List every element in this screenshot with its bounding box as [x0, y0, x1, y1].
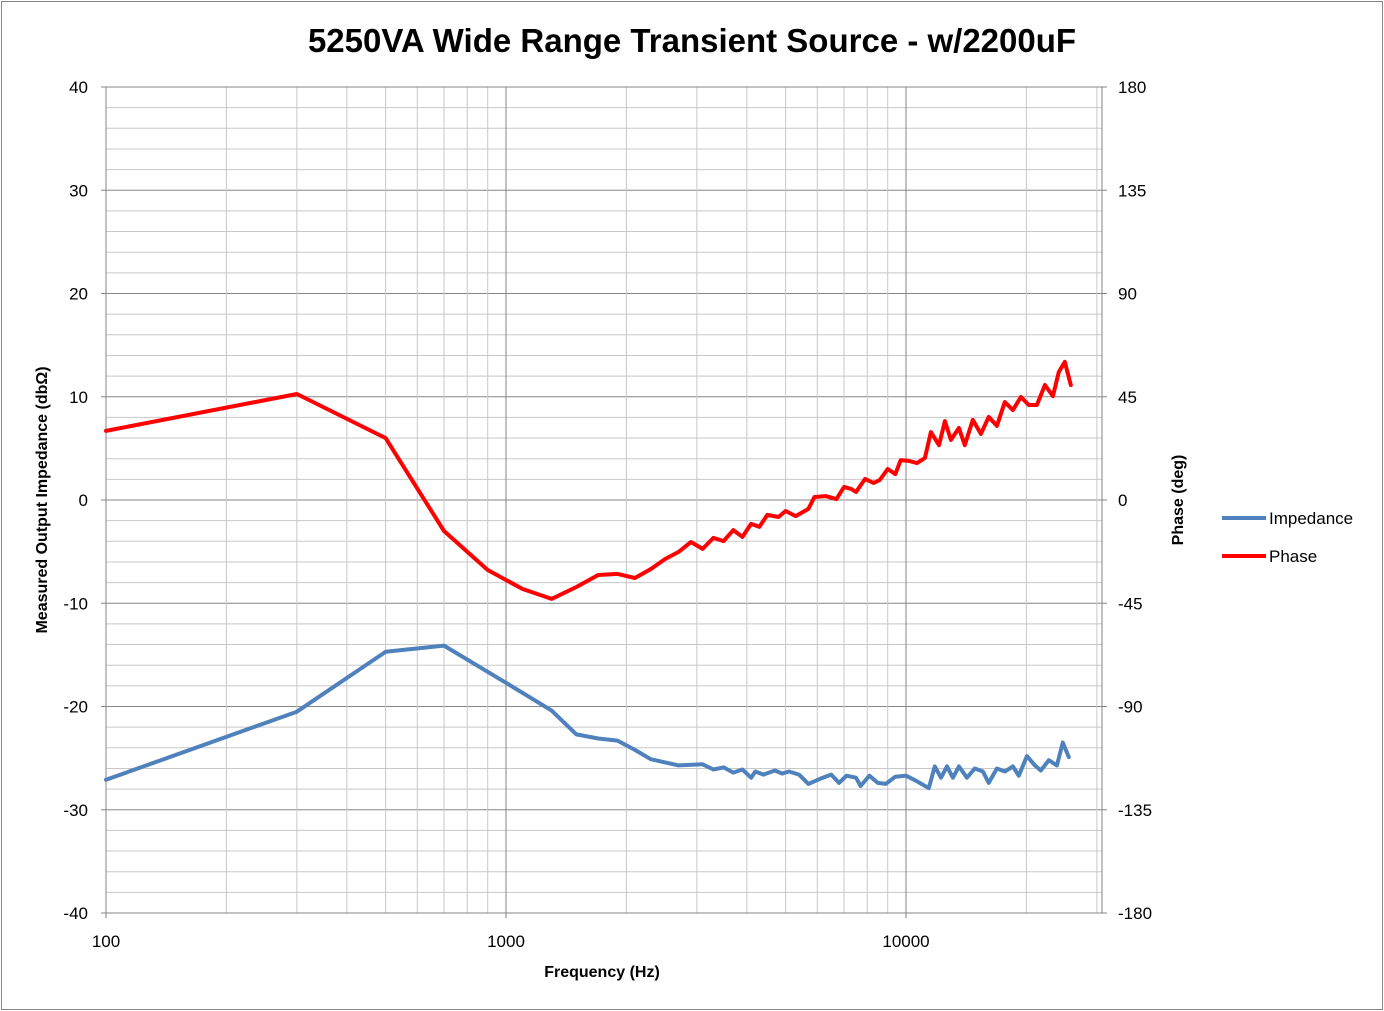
y2-tick-label: -45: [1118, 594, 1143, 613]
y2-tick-label: -90: [1118, 698, 1143, 717]
legend-impedance-label: Impedance: [1269, 509, 1353, 528]
y2-tick-label: 45: [1118, 388, 1137, 407]
series-line-impedance: [104, 643, 1071, 791]
y2-tick-label: 135: [1118, 181, 1146, 200]
y-tick-label: -30: [63, 801, 88, 820]
y-tick-label: -20: [63, 698, 88, 717]
legend: Impedance Phase: [1222, 509, 1353, 566]
y2-tick-label: 90: [1118, 285, 1137, 304]
y-tick-label: -10: [63, 594, 88, 613]
y-tick-label: 20: [69, 285, 88, 304]
y-tick-label: -40: [63, 904, 88, 923]
series-lines: [104, 359, 1073, 791]
y-axis-label: Measured Output Impedance (dbΩ): [34, 366, 51, 633]
y2-tick-label: -180: [1118, 904, 1152, 923]
y-tick-label: 10: [69, 388, 88, 407]
series-line-phase: [104, 359, 1073, 601]
grid: [105, 86, 1102, 914]
y-tick-label: 30: [69, 181, 88, 200]
legend-phase-label: Phase: [1269, 547, 1317, 566]
x-tick-label: 10000: [882, 932, 929, 951]
y2-tick-label: 0: [1118, 491, 1127, 510]
y2-tick-label: -135: [1118, 801, 1152, 820]
chart-title: 5250VA Wide Range Transient Source - w/2…: [308, 22, 1076, 59]
y2-axis-label: Phase (deg): [1170, 455, 1187, 546]
axis-ticks: 403020100-10-20-30-4018013590450-45-90-1…: [63, 78, 1152, 951]
y-tick-label: 40: [69, 78, 88, 97]
x-axis-label: Frequency (Hz): [544, 964, 660, 981]
x-tick-label: 100: [92, 932, 120, 951]
x-tick-label: 1000: [487, 932, 525, 951]
y-tick-label: 0: [79, 491, 88, 510]
y2-tick-label: 180: [1118, 78, 1146, 97]
